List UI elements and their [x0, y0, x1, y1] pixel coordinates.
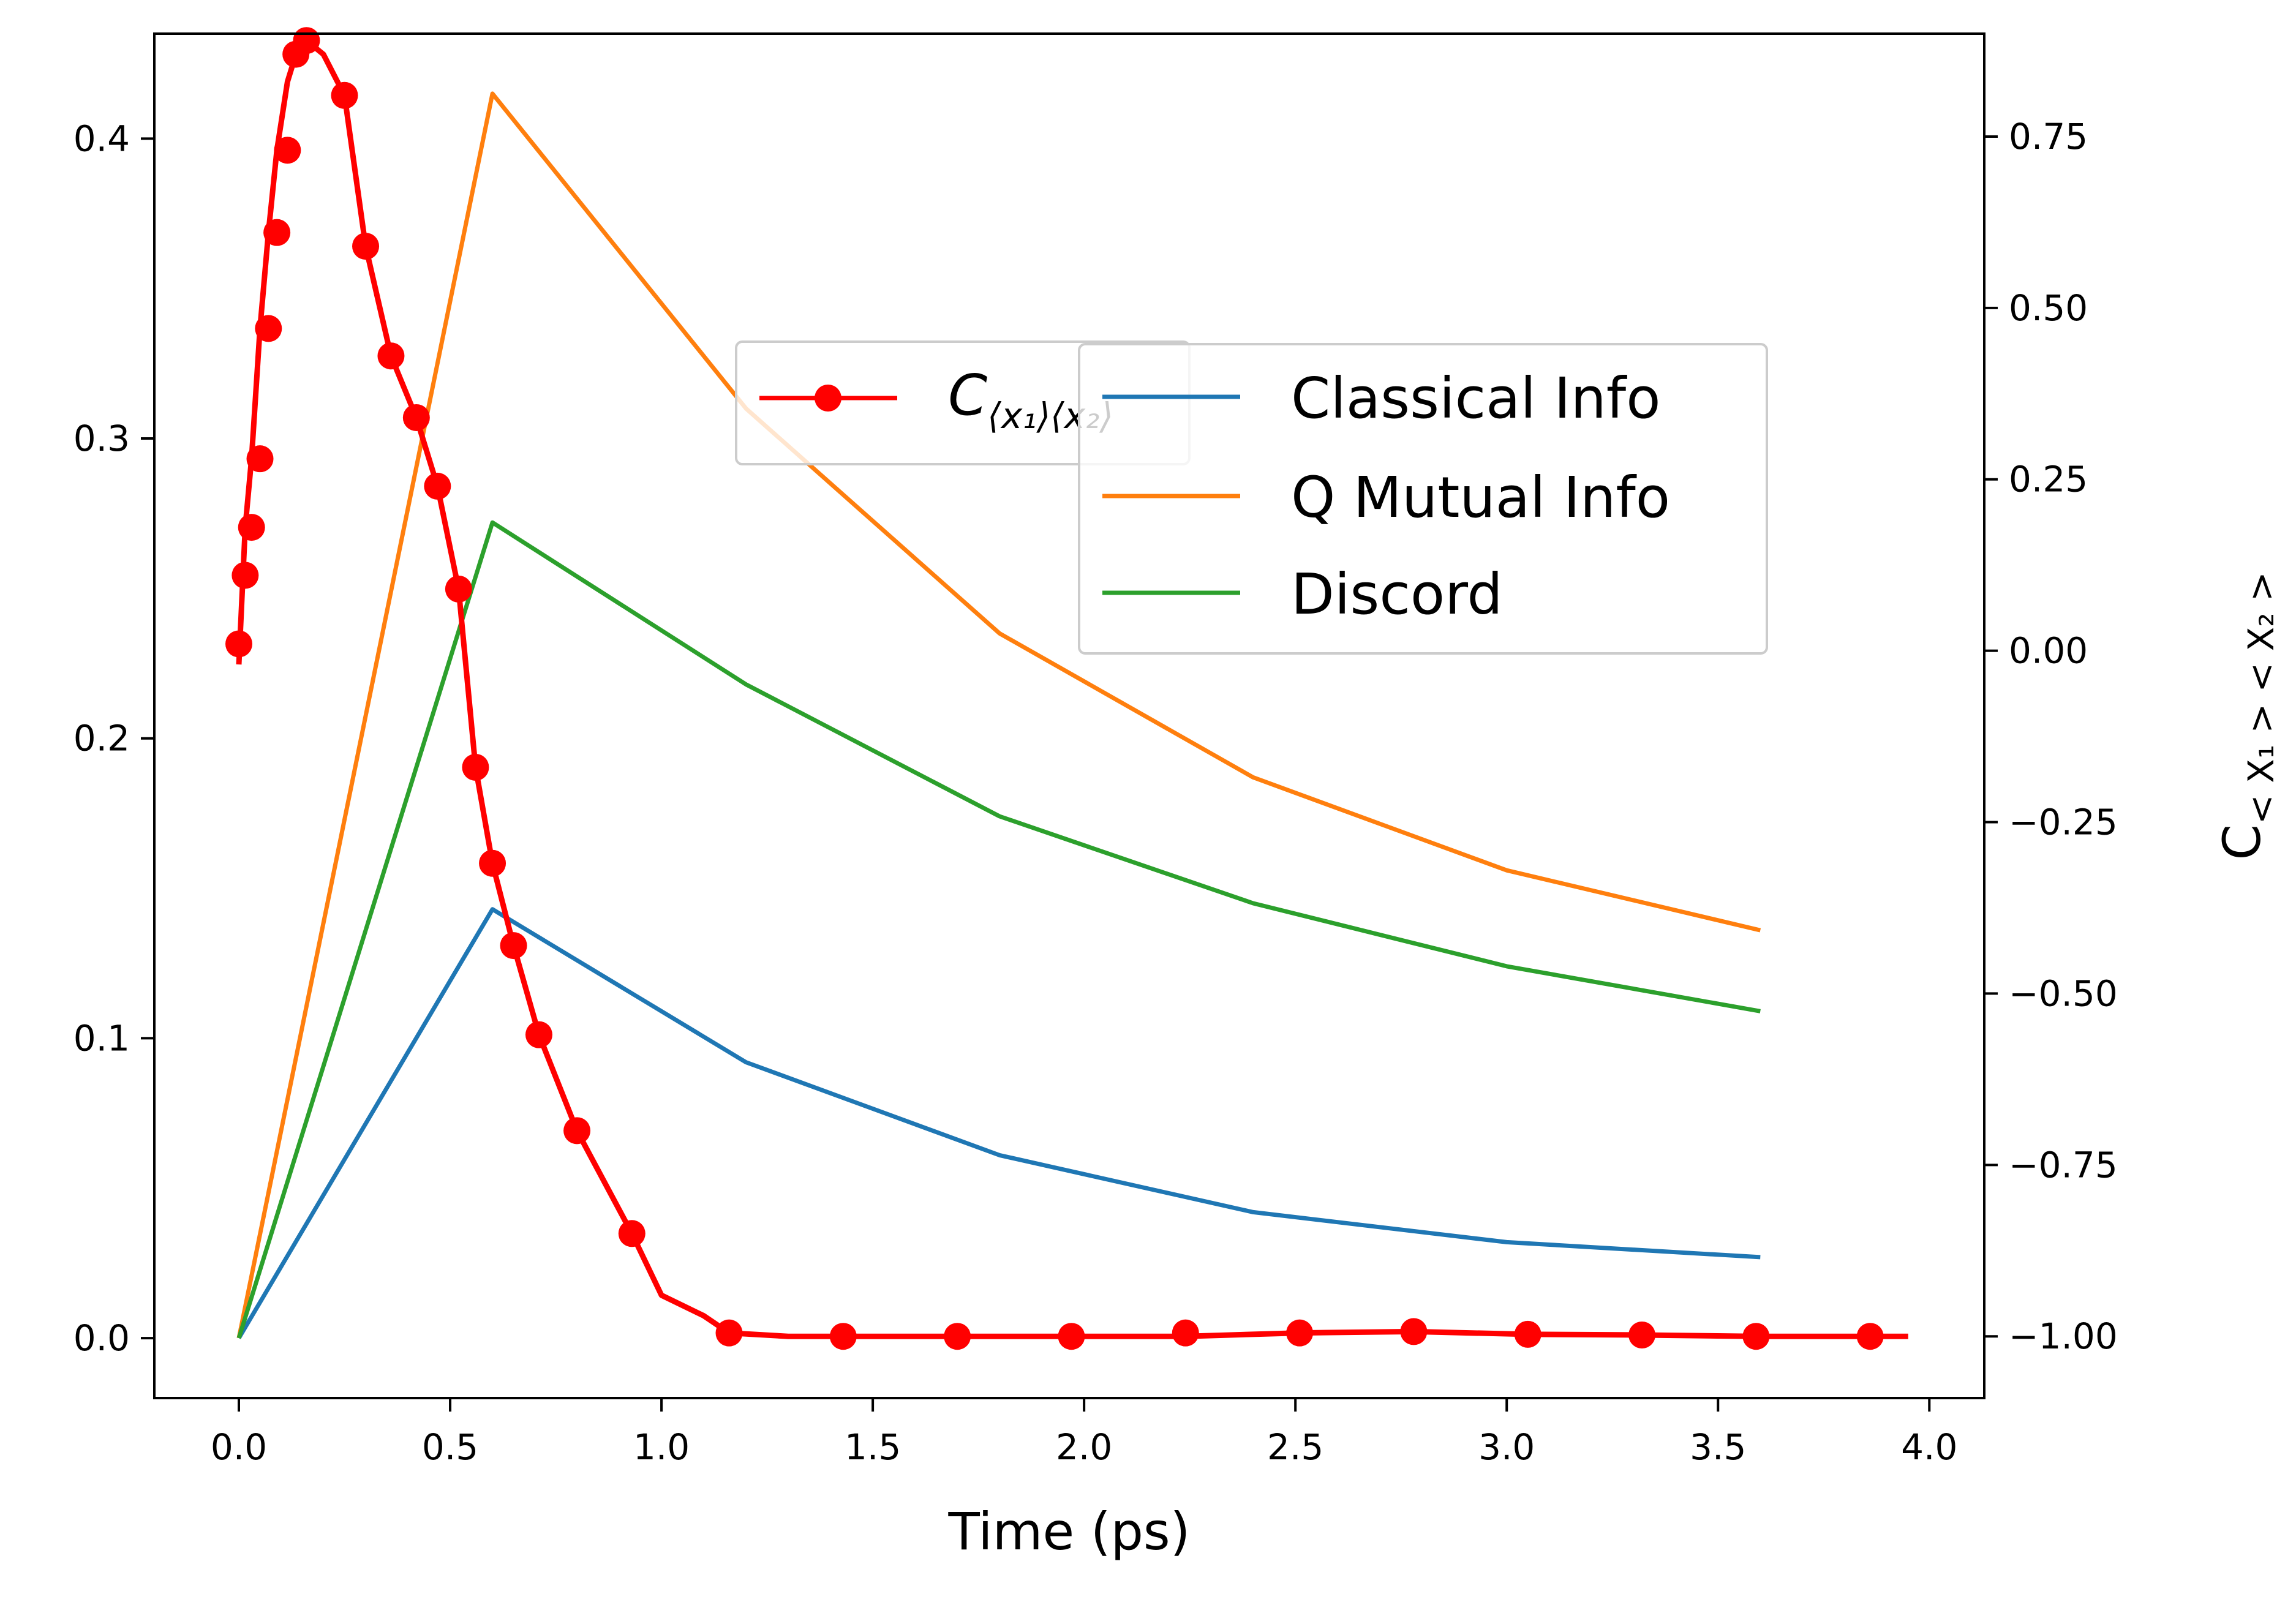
data-point-c-correlation	[293, 27, 320, 55]
y2-axis-title-subscript: < X₁ > < X₂ >	[2240, 571, 2282, 824]
y2-tick-label: −0.25	[2009, 802, 2118, 843]
data-point-c-correlation	[377, 342, 405, 370]
x-tick-label: 0.0	[211, 1426, 267, 1468]
series-layer	[225, 27, 1908, 1350]
data-point-c-correlation	[255, 315, 282, 342]
data-point-c-correlation	[246, 445, 274, 473]
x-axis-title: Time (ps)	[948, 1502, 1191, 1562]
legend-correlation-swatch-marker	[815, 385, 841, 412]
y2-tick-label: 0.50	[2009, 287, 2088, 329]
y2-axis-title: C< X₁ > < X₂ >	[2212, 571, 2282, 860]
data-point-c-correlation	[479, 849, 506, 877]
y2-tick-label: 0.00	[2009, 630, 2088, 672]
y2-axis-ticks: −1.00 −0.75 −0.50 −0.25 0.00 0.25 0.50 0.75	[1984, 116, 2118, 1357]
x-tick-label: 1.0	[633, 1426, 690, 1468]
data-point-c-correlation	[1856, 1323, 1884, 1350]
data-point-c-correlation	[1742, 1323, 1770, 1350]
x-tick-label: 2.0	[1056, 1426, 1112, 1468]
data-point-c-correlation	[1286, 1319, 1314, 1347]
series-line-discord	[236, 520, 1761, 1339]
x-tick-label: 3.0	[1478, 1426, 1535, 1468]
data-point-c-correlation	[500, 932, 527, 960]
data-point-c-correlation	[352, 233, 380, 260]
legend-label-q-mutual-info: Q Mutual Info	[1291, 465, 1670, 530]
data-point-c-correlation	[263, 219, 291, 246]
data-point-c-correlation	[1514, 1320, 1541, 1348]
svg-text:C< X₁ > < X₂ >: C< X₁ > < X₂ >	[2212, 571, 2282, 860]
data-point-c-correlation	[1172, 1319, 1199, 1347]
legend-label-discord: Discord	[1291, 562, 1503, 627]
legend-correlation: C⟨x₁⟩⟨x₂⟩	[735, 340, 1191, 465]
y-tick-label: 0.0	[73, 1317, 130, 1359]
legend-label-classical-info: Classical Info	[1291, 366, 1660, 431]
data-point-c-correlation	[563, 1117, 591, 1145]
data-point-c-correlation	[402, 404, 430, 431]
data-point-c-correlation	[274, 137, 301, 164]
y2-tick-label: −1.00	[2009, 1315, 2118, 1357]
data-point-c-correlation	[238, 514, 265, 541]
x-tick-label: 1.5	[845, 1426, 901, 1468]
x-axis-ticks: 0.0 0.5 1.0 1.5 2.0 2.5 3.0 3.5 4.0	[211, 1398, 1957, 1468]
y-tick-label: 0.4	[73, 118, 130, 159]
data-point-c-correlation	[231, 562, 259, 589]
y-tick-label: 0.2	[73, 718, 130, 759]
data-point-c-correlation	[225, 630, 253, 658]
data-point-c-correlation	[829, 1323, 857, 1350]
legend-info-box	[1078, 343, 1768, 655]
series-line-q-mutual-info	[236, 91, 1761, 1339]
y2-tick-label: 0.25	[2009, 459, 2088, 500]
data-point-c-correlation	[618, 1220, 646, 1247]
y-tick-label: 0.1	[73, 1017, 130, 1059]
x-tick-label: 3.5	[1690, 1426, 1746, 1468]
data-point-c-correlation	[462, 753, 489, 781]
y-tick-label: 0.3	[73, 418, 130, 459]
x-tick-label: 0.5	[422, 1426, 478, 1468]
x-tick-label: 2.5	[1267, 1426, 1323, 1468]
y2-tick-label: −0.75	[2009, 1144, 2118, 1186]
y2-tick-label: 0.75	[2009, 116, 2088, 157]
data-point-c-correlation	[525, 1021, 552, 1048]
y2-tick-label: −0.50	[2009, 972, 2118, 1014]
data-point-c-correlation	[1628, 1321, 1656, 1348]
series-line-c-correlation	[236, 37, 1908, 1339]
legend-info: Classical Info Q Mutual Info Discord	[1078, 343, 1768, 655]
data-point-c-correlation	[1400, 1318, 1428, 1345]
series-line-classical-info	[236, 907, 1761, 1339]
data-point-c-correlation	[331, 81, 358, 109]
y-axis-ticks: 0.0 0.1 0.2 0.3 0.4	[73, 118, 154, 1359]
data-point-c-correlation	[1058, 1323, 1085, 1350]
data-point-c-correlation	[944, 1323, 971, 1350]
data-point-c-correlation	[715, 1319, 743, 1347]
x-tick-label: 4.0	[1901, 1426, 1957, 1468]
plot-frame	[153, 32, 1985, 1399]
data-point-c-correlation	[424, 472, 451, 500]
data-point-c-correlation	[445, 575, 472, 603]
y2-axis-title-main: C	[2212, 824, 2272, 860]
